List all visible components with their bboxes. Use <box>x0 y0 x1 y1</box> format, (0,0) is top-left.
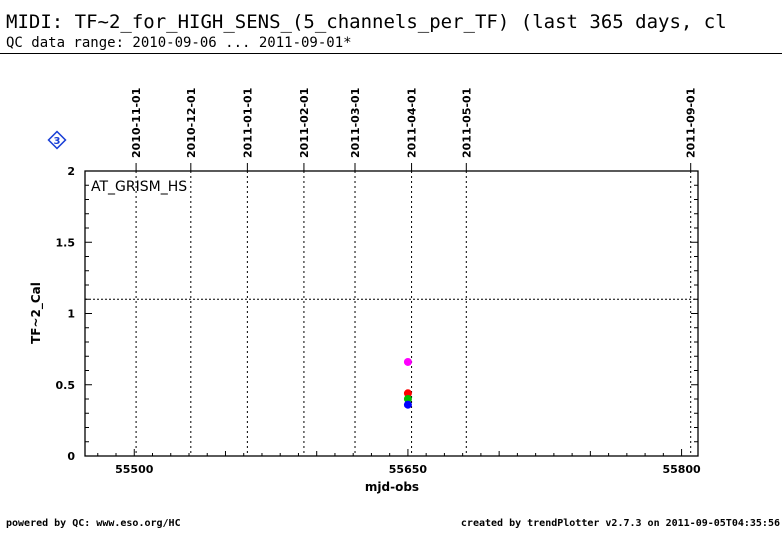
y-tick-label: 1 <box>67 308 75 321</box>
footer-created-by: created by trendPlotter v2.7.3 on 2011-0… <box>460 518 780 529</box>
x-tick-label: 55800 <box>662 463 701 476</box>
date-label: 2011-05-01 <box>460 88 473 158</box>
date-label: 2011-03-01 <box>349 88 362 158</box>
badge-number: 3 <box>54 136 61 147</box>
date-gridlines <box>135 163 692 456</box>
data-points <box>403 357 412 409</box>
y-tick-label: 1.5 <box>56 236 76 249</box>
title-divider <box>0 53 782 54</box>
y-tick-label: 0 <box>67 450 75 463</box>
data-point <box>403 400 412 409</box>
x-axis-label: mjd-obs <box>365 480 419 494</box>
chart-badge: 3 <box>47 130 67 150</box>
y-axis-label: TF~2_Cal <box>29 282 44 344</box>
date-label: 2010-11-01 <box>130 88 143 158</box>
x-tick-label: 55500 <box>115 463 154 476</box>
y-tick-label: 2 <box>67 165 75 178</box>
plot-frame <box>84 170 699 457</box>
data-point <box>403 389 412 398</box>
date-labels: 2010-11-01 2010-12-01 2011-01-01 2011-02-01… <box>130 88 698 158</box>
page-title: MIDI: TF~2_for_HIGH_SENS_(5_channels_per… <box>6 11 727 33</box>
data-range-subtitle: QC data range: 2010-09-06 ... 2011-09-01… <box>6 35 352 51</box>
data-point <box>403 357 412 366</box>
date-label: 2011-09-01 <box>685 88 698 158</box>
badge-diamond-icon <box>47 130 67 150</box>
x-tick-label: 55650 <box>389 463 428 476</box>
y-axis-ticks: 0 0.5 1 1.5 2 <box>56 165 698 463</box>
data-point <box>403 395 412 403</box>
footer-powered-by: powered by QC: www.eso.org/HC <box>6 518 181 529</box>
date-label: 2010-12-01 <box>185 88 198 158</box>
date-label: 2011-04-01 <box>406 88 419 158</box>
date-label: 2011-02-01 <box>298 88 311 158</box>
panel-label: AT_GRISM_HS <box>91 179 187 195</box>
date-label: 2011-01-01 <box>241 88 254 158</box>
x-axis-ticks: 55500 55650 55800 <box>97 449 701 476</box>
y-tick-label: 0.5 <box>56 379 76 392</box>
